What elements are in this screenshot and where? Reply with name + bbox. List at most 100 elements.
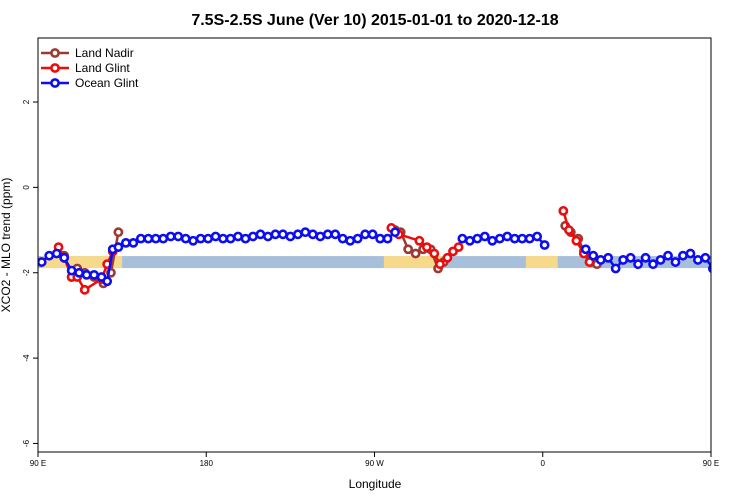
- land-band-1: [383, 256, 444, 269]
- ocean-glint-point: [143, 233, 154, 244]
- ocean-glint-point: [233, 231, 243, 242]
- ocean-glint-point: [248, 231, 258, 242]
- land-glint-point: [429, 248, 440, 259]
- ocean-glint-point: [367, 229, 378, 240]
- x-tick-label: 90 E: [703, 459, 719, 468]
- ocean-glint-point: [390, 227, 400, 238]
- ocean-glint-point: [150, 233, 161, 244]
- ocean-glint-point: [375, 233, 386, 244]
- land-band-2: [525, 256, 558, 269]
- y-tick-label: 2: [22, 99, 31, 104]
- ocean-glint-point: [44, 250, 55, 261]
- land-glint-point: [564, 225, 574, 235]
- ocean-glint-point: [38, 257, 47, 267]
- ocean-glint-point: [102, 276, 113, 287]
- x-tick-label: 180: [200, 459, 214, 468]
- ocean-glint-point: [678, 250, 688, 261]
- ocean-glint-point: [240, 233, 251, 244]
- land-nadir-point: [410, 248, 421, 259]
- ocean-glint-point: [66, 265, 77, 276]
- ocean-glint-point: [502, 231, 513, 242]
- ocean-glint-point: [707, 263, 711, 274]
- land-glint-line: [737, 247, 750, 290]
- series-layer: [38, 205, 750, 295]
- ocean-glint-point: [315, 231, 326, 242]
- ocean-glint-point: [494, 233, 505, 244]
- legend-label: Land Nadir: [75, 46, 134, 60]
- ocean-glint-point: [479, 231, 490, 242]
- ocean-glint-point: [158, 233, 169, 244]
- ocean-glint-point: [285, 231, 296, 242]
- ocean-glint-point: [472, 233, 483, 244]
- legend-item-ocean-glint: Ocean Glint: [41, 76, 139, 90]
- land-glint-point: [558, 205, 569, 216]
- y-tick-label: -2: [22, 269, 31, 277]
- ocean-glint-point: [173, 231, 184, 242]
- ocean-glint-point: [700, 252, 711, 263]
- ocean-glint-point: [128, 237, 139, 248]
- ocean-glint-point: [360, 229, 371, 240]
- ocean-glint-point: [345, 235, 356, 246]
- legend-label: Ocean Glint: [75, 76, 139, 90]
- series-land-glint: [53, 205, 750, 295]
- ocean-glint-point: [277, 229, 288, 240]
- x-axis-label: Longitude: [349, 477, 402, 491]
- ocean-glint-point: [648, 259, 658, 270]
- ocean-glint-point: [352, 233, 363, 244]
- y-tick-label: -6: [22, 439, 31, 447]
- legend-item-land-glint: Land Glint: [41, 61, 130, 75]
- ocean-glint-point: [225, 233, 236, 244]
- ocean-glint-point: [188, 235, 199, 246]
- land-glint-point: [421, 242, 432, 253]
- legend-label: Land Glint: [75, 61, 130, 75]
- ocean-glint-point: [693, 255, 703, 265]
- legend-swatch-marker: [50, 48, 60, 58]
- ocean-glint-point: [580, 244, 591, 255]
- ocean-glint-point: [517, 233, 528, 244]
- ocean-glint-point: [655, 255, 666, 265]
- ocean-glint-point: [724, 267, 731, 274]
- ocean-glint-point: [337, 233, 348, 244]
- land-glint-point: [79, 284, 90, 295]
- land-band-3: [732, 256, 750, 268]
- ocean-glint-point: [457, 233, 468, 244]
- ocean-glint-point: [51, 248, 62, 259]
- land-glint-point: [571, 235, 582, 246]
- ocean-glint-point: [113, 242, 124, 253]
- ocean-glint-point: [382, 233, 393, 244]
- ocean-glint-point: [539, 240, 550, 250]
- ocean-glint-point: [255, 229, 266, 240]
- ocean-glint-point: [263, 231, 273, 242]
- ocean-glint-point: [300, 227, 311, 238]
- ocean-glint-point: [633, 259, 643, 270]
- ocean-glint-point: [322, 229, 333, 240]
- ocean-glint-point: [307, 229, 318, 240]
- legend-swatch-marker: [50, 78, 60, 88]
- ocean-glint-point: [640, 252, 651, 263]
- x-tick-label: 90 W: [365, 459, 384, 468]
- ocean-glint-point: [180, 233, 191, 244]
- ocean-glint-point: [685, 248, 696, 259]
- x-tick-label: 0: [541, 459, 546, 468]
- ocean-glint-point: [135, 233, 146, 244]
- ocean-glint-point: [524, 233, 535, 244]
- ocean-glint-point: [120, 237, 131, 248]
- ocean-glint-point: [487, 235, 498, 246]
- ocean-glint-point: [165, 231, 176, 242]
- y-tick-label: 0: [22, 185, 31, 190]
- ocean-glint-point: [59, 252, 70, 263]
- ocean-glint-point: [532, 231, 543, 242]
- land-glint-point: [414, 235, 425, 246]
- legend-item-land-nadir: Land Nadir: [41, 46, 134, 60]
- land-glint-point: [442, 252, 453, 263]
- land-glint-point: [745, 273, 750, 280]
- ocean-glint-point: [745, 280, 750, 287]
- ocean-glint-point: [732, 269, 739, 276]
- y-axis-label: XCO2 - MLO trend (ppm): [0, 178, 13, 313]
- ocean-glint-point: [81, 269, 92, 280]
- ocean-glint-point: [464, 235, 475, 246]
- legend-swatch-marker: [50, 63, 60, 73]
- y-axis: -6 -4 -2 0 2: [22, 99, 38, 447]
